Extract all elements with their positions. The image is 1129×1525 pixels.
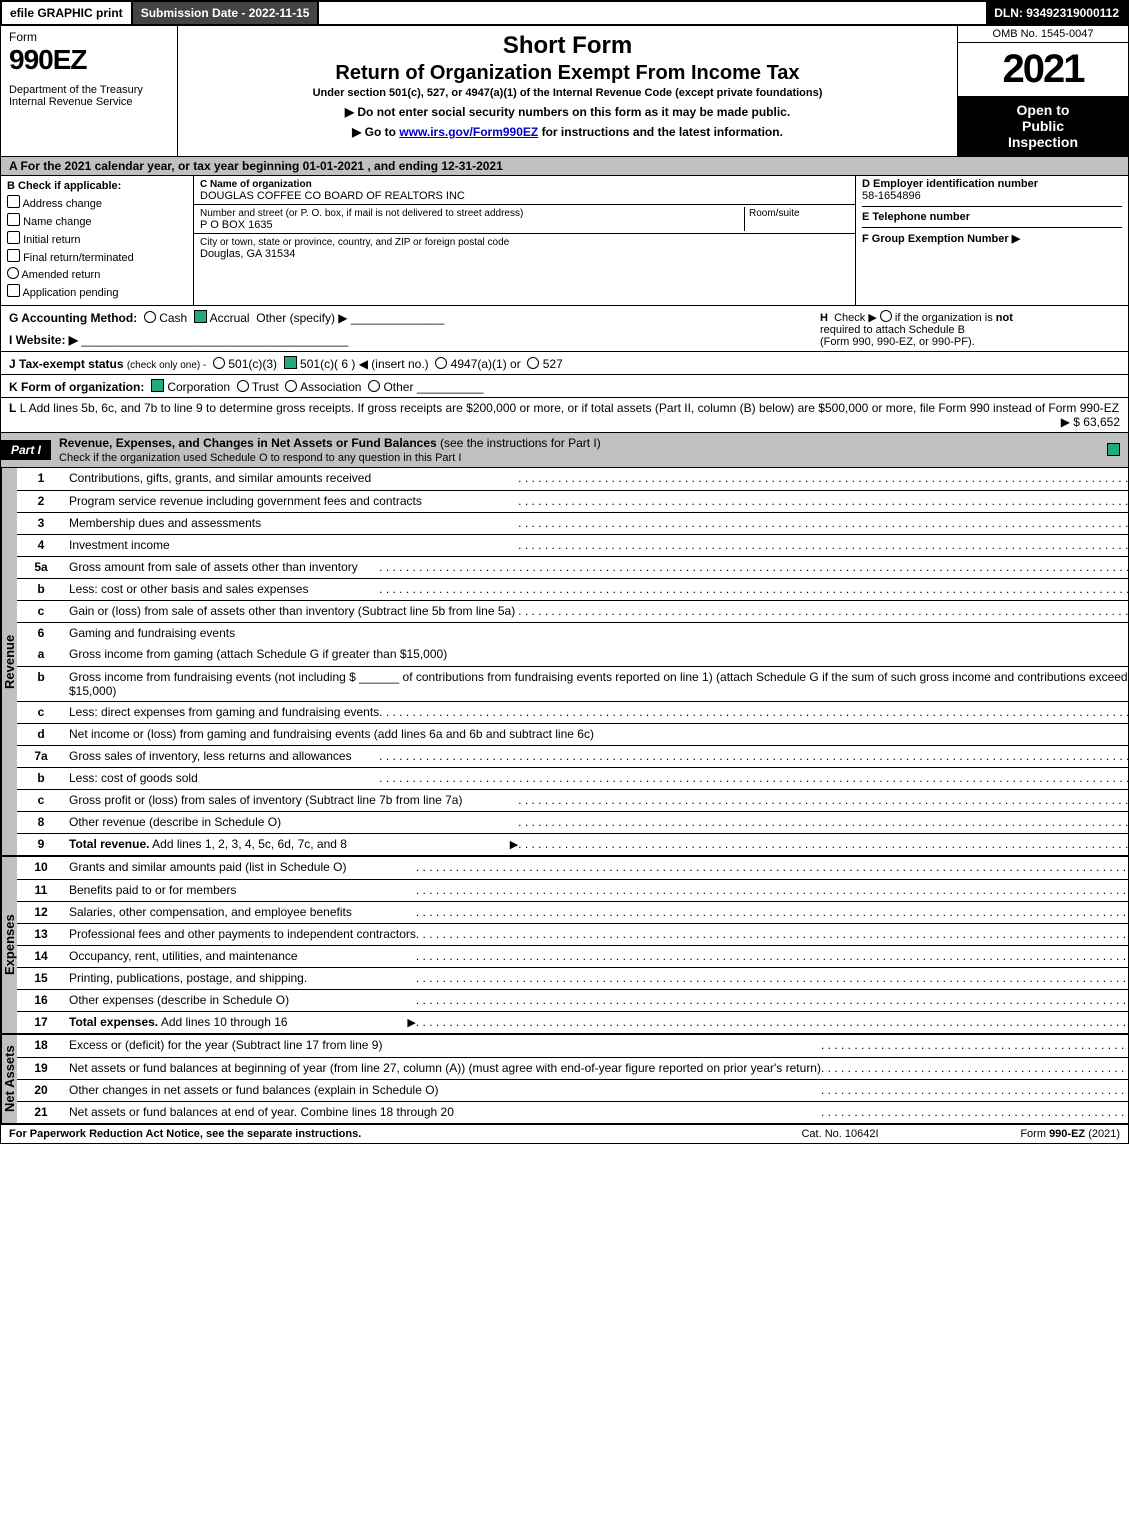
side-tab-revenue: Revenue: [1, 468, 17, 855]
chk-address-change[interactable]: Address change: [7, 194, 187, 210]
submission-date: Submission Date - 2022-11-15: [133, 2, 320, 24]
d-label: D Employer identification number: [862, 178, 1038, 190]
tax-year: 2021: [958, 43, 1128, 96]
row-l: L L Add lines 5b, 6c, and 7b to line 9 t…: [0, 398, 1129, 433]
chk-amended-return[interactable]: Amended return: [7, 266, 187, 281]
dln: DLN: 93492319000112: [986, 2, 1127, 24]
efile-label[interactable]: efile GRAPHIC print: [2, 2, 133, 24]
radio-accrual[interactable]: [194, 310, 207, 323]
lines-table: Revenue 1Contributions, gifts, grants, a…: [0, 468, 1129, 1124]
chk-other[interactable]: [368, 380, 380, 392]
dept-line1: Department of the Treasury: [9, 84, 169, 96]
radio-4947[interactable]: [435, 357, 447, 369]
header-left: Form 990EZ Department of the Treasury In…: [1, 26, 178, 156]
form-number: 990EZ: [9, 44, 169, 76]
title-return: Return of Organization Exempt From Incom…: [186, 62, 949, 85]
omb-number: OMB No. 1545-0047: [958, 26, 1128, 43]
radio-501c[interactable]: [284, 356, 297, 369]
radio-501c3[interactable]: [213, 357, 225, 369]
part1-tag: Part I: [1, 440, 51, 460]
chk-name-change[interactable]: Name change: [7, 212, 187, 228]
footer: For Paperwork Reduction Act Notice, see …: [0, 1124, 1129, 1144]
chk-schedule-b[interactable]: [880, 310, 892, 322]
chk-corporation[interactable]: [151, 379, 164, 392]
col-c: C Name of organization DOUGLAS COFFEE CO…: [194, 176, 856, 305]
c-label: C Name of organization: [200, 179, 312, 190]
form-word: Form: [9, 30, 169, 44]
instr-ssn: ▶ Do not enter social security numbers o…: [186, 105, 949, 119]
addr-label: Number and street (or P. O. box, if mail…: [200, 208, 523, 219]
side-tab-netassets: Net Assets: [1, 1035, 17, 1123]
room-label: Room/suite: [749, 208, 800, 219]
addr-val: P O BOX 1635: [200, 219, 273, 231]
f-label: F Group Exemption Number ▶: [862, 233, 1020, 245]
footer-left: For Paperwork Reduction Act Notice, see …: [9, 1128, 740, 1140]
footer-right: Form 990-EZ (2021): [940, 1128, 1120, 1140]
section-bcdef: B Check if applicable: Address change Na…: [0, 176, 1129, 306]
part1-header: Part I Revenue, Expenses, and Changes in…: [0, 433, 1129, 468]
col-d: D Employer identification number 58-1654…: [856, 176, 1128, 305]
side-tab-expenses: Expenses: [1, 857, 17, 1033]
radio-cash[interactable]: [144, 311, 156, 323]
city-val: Douglas, GA 31534: [200, 248, 295, 260]
row-gh: G Accounting Method: Cash Accrual Other …: [0, 306, 1129, 352]
dept-line2: Internal Revenue Service: [9, 96, 169, 108]
chk-initial-return[interactable]: Initial return: [7, 230, 187, 246]
instr-goto: ▶ Go to www.irs.gov/Form990EZ for instru…: [186, 125, 949, 139]
header-right: OMB No. 1545-0047 2021 Open to Public In…: [958, 26, 1128, 156]
row-k: K Form of organization: Corporation Trus…: [0, 375, 1129, 398]
row-j: J Tax-exempt status (check only one) - 5…: [0, 352, 1129, 375]
ein: 58-1654896: [862, 190, 921, 202]
chk-final-return[interactable]: Final return/terminated: [7, 248, 187, 264]
title-short-form: Short Form: [186, 32, 949, 60]
chk-schedule-o[interactable]: [1107, 443, 1120, 456]
row-h: H Check ▶ if the organization is not req…: [812, 309, 1120, 348]
row-g: G Accounting Method: Cash Accrual Other …: [9, 309, 812, 348]
chk-association[interactable]: [285, 380, 297, 392]
row-i-label: I Website: ▶: [9, 333, 78, 347]
radio-527[interactable]: [527, 357, 539, 369]
form-header: Form 990EZ Department of the Treasury In…: [0, 26, 1129, 157]
chk-trust[interactable]: [237, 380, 249, 392]
header-center: Short Form Return of Organization Exempt…: [178, 26, 958, 156]
col-b: B Check if applicable: Address change Na…: [1, 176, 194, 305]
gross-receipts: ▶ $ 63,652: [9, 415, 1120, 429]
row-a-tax-year: A For the 2021 calendar year, or tax yea…: [0, 157, 1129, 176]
open-to-public: Open to Public Inspection: [958, 96, 1128, 156]
irs-link[interactable]: www.irs.gov/Form990EZ: [399, 125, 538, 139]
footer-catno: Cat. No. 10642I: [740, 1128, 940, 1140]
city-label: City or town, state or province, country…: [200, 237, 509, 248]
org-name: DOUGLAS COFFEE CO BOARD OF REALTORS INC: [200, 190, 465, 202]
b-title: B Check if applicable:: [7, 180, 187, 192]
chk-application-pending[interactable]: Application pending: [7, 283, 187, 299]
e-label: E Telephone number: [862, 211, 970, 223]
subtitle: Under section 501(c), 527, or 4947(a)(1)…: [186, 87, 949, 99]
top-bar: efile GRAPHIC print Submission Date - 20…: [0, 0, 1129, 26]
